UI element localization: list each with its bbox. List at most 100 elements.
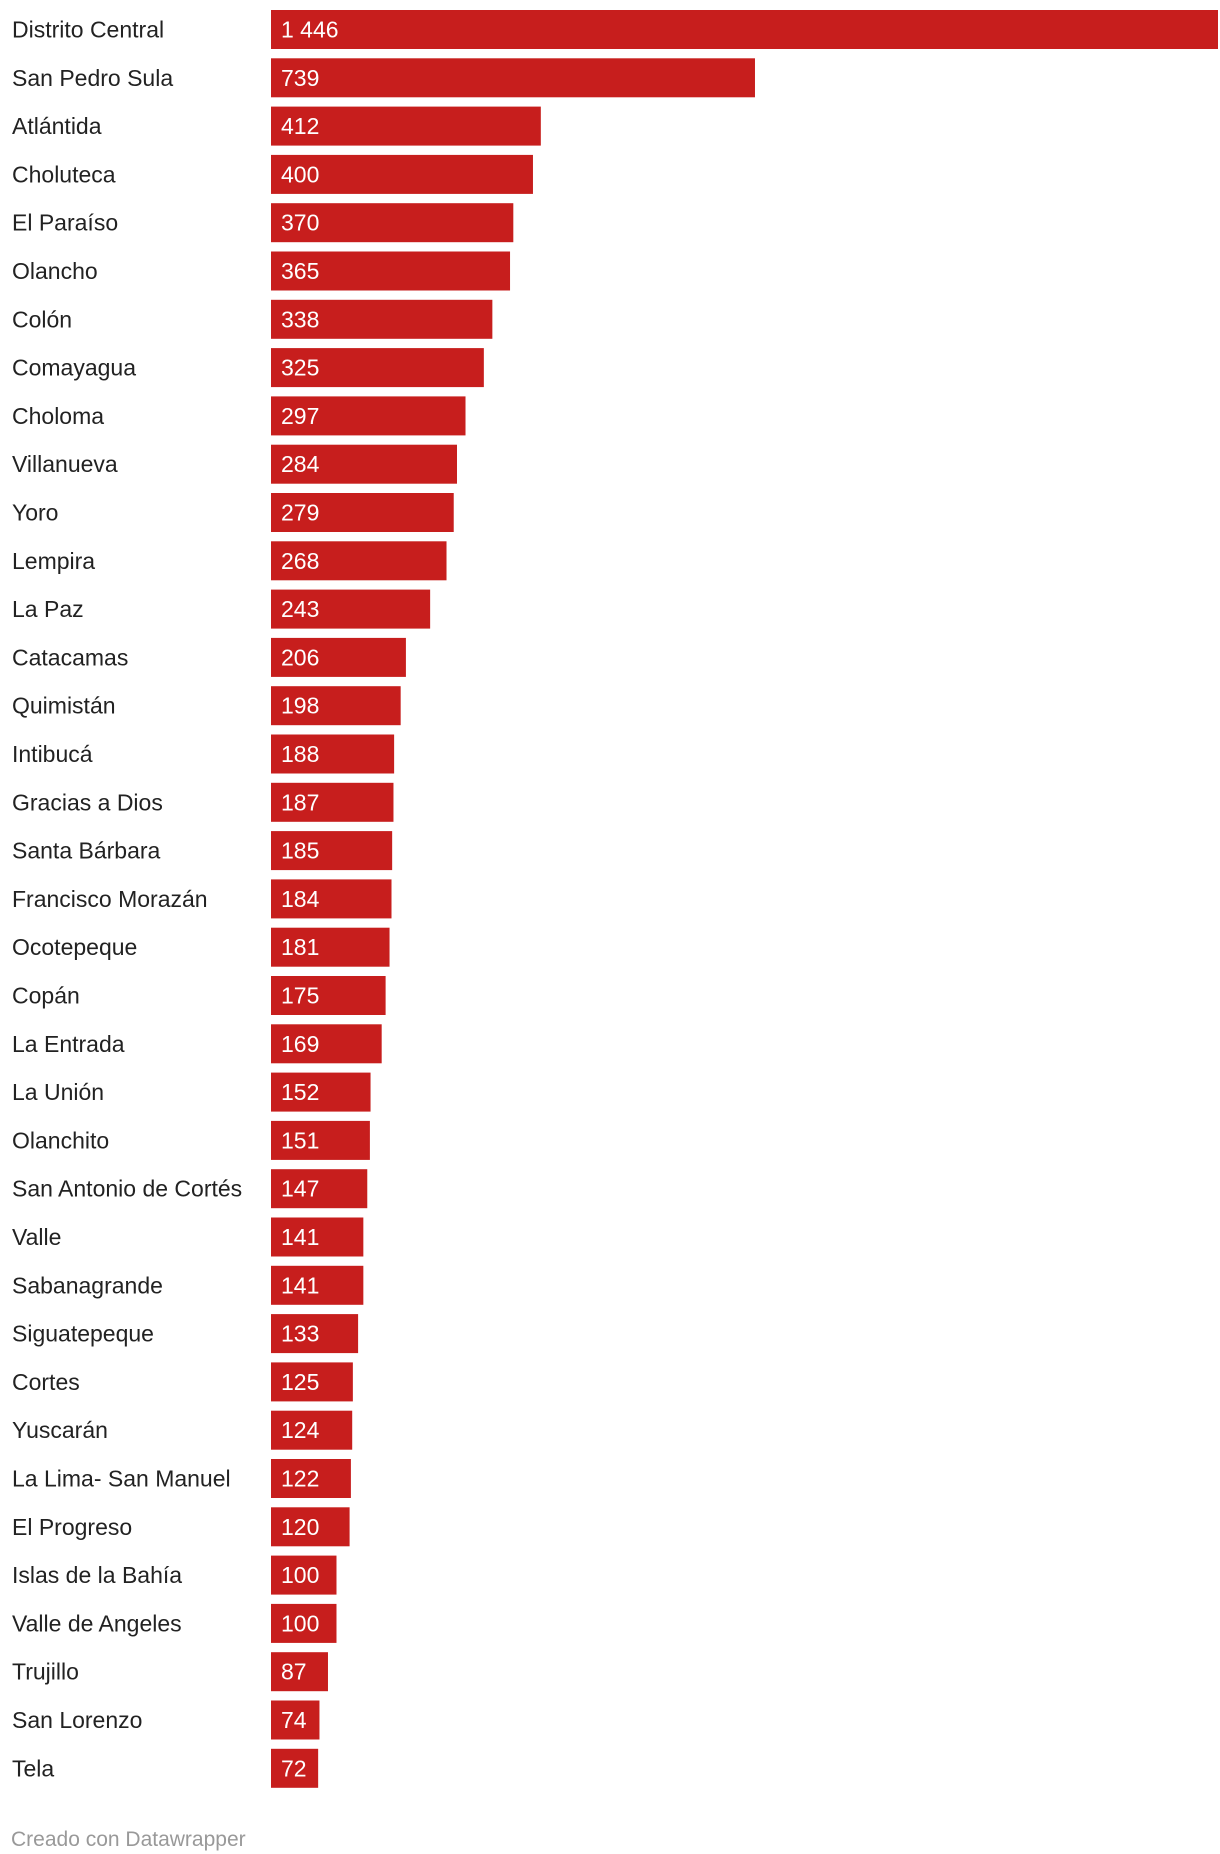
value-label: 72 (281, 1755, 307, 1781)
category-label: Atlántida (12, 113, 102, 139)
bar (271, 1700, 320, 1740)
category-label: San Pedro Sula (12, 65, 173, 91)
value-label: 152 (281, 1079, 319, 1105)
value-label: 122 (281, 1466, 319, 1492)
category-label: Yuscarán (12, 1417, 108, 1443)
category-label: Villanueva (12, 451, 118, 477)
category-label: Valle (12, 1224, 61, 1250)
bar (271, 1169, 368, 1209)
bar (271, 879, 392, 919)
category-label: Sabanagrande (12, 1272, 163, 1298)
category-label: Quimistán (12, 693, 116, 719)
category-label: El Progreso (12, 1514, 132, 1540)
category-label: Gracias a Dios (12, 789, 163, 815)
value-label: 412 (281, 113, 319, 139)
bar (271, 348, 484, 388)
value-label: 198 (281, 693, 319, 719)
value-label: 325 (281, 355, 319, 381)
bar (271, 831, 393, 871)
value-label: 124 (281, 1417, 320, 1443)
bar (271, 10, 1218, 49)
value-label: 279 (281, 500, 319, 526)
value-label: 74 (281, 1707, 307, 1733)
category-label: El Paraíso (12, 210, 118, 236)
category-label: Olanchito (12, 1127, 109, 1153)
bar (271, 734, 395, 774)
value-label: 297 (281, 403, 319, 429)
value-label: 125 (281, 1369, 319, 1395)
bar (271, 1265, 364, 1305)
value-label: 169 (281, 1031, 319, 1057)
bar (271, 203, 514, 243)
category-label: Lempira (12, 548, 95, 574)
value-label: 206 (281, 644, 319, 670)
category-label: Catacamas (12, 644, 128, 670)
category-label: La Paz (12, 596, 84, 622)
value-label: 268 (281, 548, 319, 574)
category-label: Colón (12, 306, 72, 332)
bar (271, 493, 454, 532)
bar (271, 782, 394, 822)
value-label: 184 (281, 886, 320, 912)
bar (271, 1314, 359, 1354)
category-label: Distrito Central (12, 17, 164, 43)
category-label: Tela (12, 1755, 54, 1781)
bar (271, 927, 390, 967)
datawrapper-credit[interactable]: Creado con Datawrapper (11, 1828, 246, 1851)
category-label: Siguatepeque (12, 1321, 154, 1347)
category-label: Trujillo (12, 1659, 79, 1685)
bar (271, 106, 541, 146)
bar (271, 1072, 371, 1112)
value-label: 181 (281, 934, 319, 960)
bar (271, 1362, 353, 1402)
bar (271, 444, 457, 484)
value-label: 100 (281, 1610, 319, 1636)
category-label: La Lima- San Manuel (12, 1466, 231, 1492)
value-label: 1 446 (281, 17, 339, 43)
bar (271, 541, 447, 581)
category-label: San Lorenzo (12, 1707, 142, 1733)
bar (271, 154, 533, 194)
category-label: Islas de la Bahía (12, 1562, 182, 1588)
value-label: 400 (281, 161, 319, 187)
value-label: 185 (281, 838, 319, 864)
value-label: 120 (281, 1514, 319, 1540)
value-label: 151 (281, 1127, 319, 1153)
value-label: 188 (281, 741, 319, 767)
bar (271, 299, 493, 339)
value-label: 147 (281, 1176, 319, 1202)
category-label: San Antonio de Cortés (12, 1176, 242, 1202)
category-label: Francisco Morazán (12, 886, 208, 912)
category-label: La Unión (12, 1079, 104, 1105)
value-label: 243 (281, 596, 319, 622)
category-label: Copán (12, 983, 80, 1009)
bar (271, 637, 406, 677)
value-label: 133 (281, 1321, 319, 1347)
bar (271, 686, 401, 726)
value-label: 141 (281, 1272, 319, 1298)
bar (271, 1748, 319, 1788)
bar (271, 1603, 337, 1643)
category-label: Choloma (12, 403, 104, 429)
value-label: 284 (281, 451, 320, 477)
bar (271, 976, 386, 1015)
bar (271, 1507, 350, 1547)
value-label: 370 (281, 210, 319, 236)
value-label: 187 (281, 789, 319, 815)
category-label: Comayagua (12, 355, 136, 381)
bar (271, 1652, 328, 1692)
category-label: Yoro (12, 500, 58, 526)
category-label: Cortes (12, 1369, 80, 1395)
category-label: Santa Bárbara (12, 838, 161, 864)
value-label: 739 (281, 65, 319, 91)
value-label: 141 (281, 1224, 319, 1250)
category-label: Choluteca (12, 161, 116, 187)
category-label: Ocotepeque (12, 934, 137, 960)
bar (271, 589, 431, 629)
bar (271, 58, 755, 98)
value-label: 87 (281, 1659, 307, 1685)
bar (271, 1459, 351, 1498)
bar (271, 251, 511, 291)
value-label: 338 (281, 306, 319, 332)
